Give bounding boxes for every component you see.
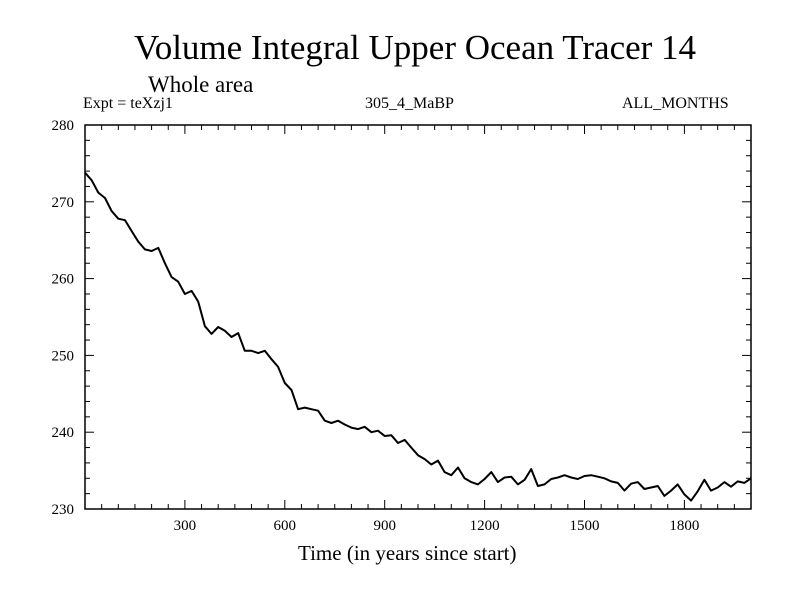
y-tick-label: 240 (52, 425, 75, 441)
x-axis-label: Time (in years since start) (298, 541, 517, 565)
x-tick-label: 900 (373, 518, 396, 534)
x-tick-label: 600 (274, 518, 297, 534)
y-tick-label: 260 (52, 272, 75, 288)
x-tick-label: 300 (174, 518, 197, 534)
x-tick-label: 1800 (669, 518, 699, 534)
plot-frame (84, 124, 752, 510)
experiment-label: Expt = teXzj1 (83, 95, 173, 112)
y-tick-label: 250 (52, 348, 75, 364)
series-line (84, 171, 752, 502)
chart-subtitle: Whole area (148, 72, 254, 97)
y-tick-label: 280 (52, 118, 75, 134)
y-tick-label: 230 (52, 502, 75, 518)
months-label: ALL_MONTHS (622, 95, 729, 112)
x-tick-label: 1500 (570, 518, 600, 534)
axis-ticks (85, 125, 751, 509)
tick-labels: 300 600 900 1200 1500 1800 230 240 250 260 270 280 (52, 118, 700, 534)
run-label: 305_4_MaBP (365, 95, 454, 112)
y-tick-label: 270 (52, 195, 75, 211)
chart-title: Volume Integral Upper Ocean Tracer 14 (133, 28, 697, 67)
x-tick-label: 1200 (470, 518, 500, 534)
